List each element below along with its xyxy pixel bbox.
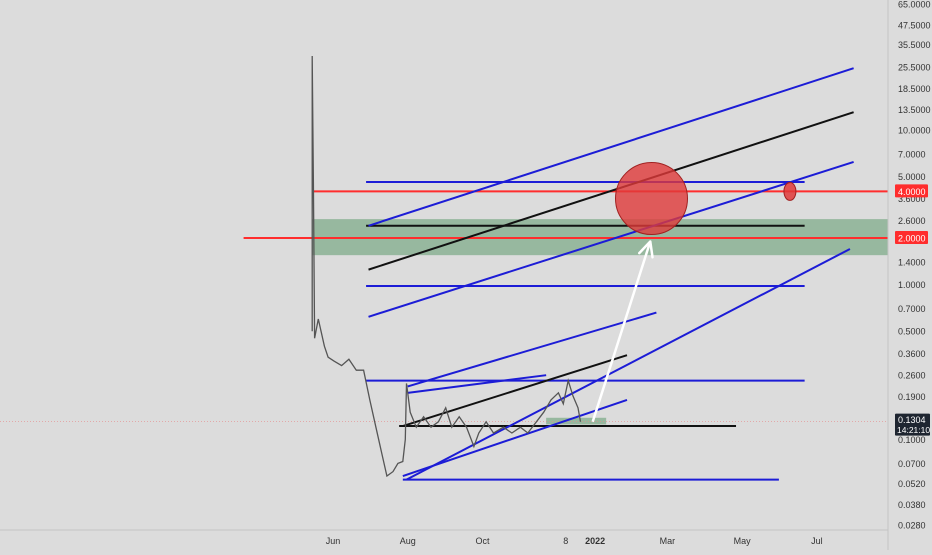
y-tick-label: 0.0280 bbox=[898, 521, 926, 531]
x-axis[interactable]: Jun Aug Oct 8 2022 Mar May Jul bbox=[0, 529, 888, 546]
y-tick-label: 7.0000 bbox=[898, 149, 926, 159]
y-tick-label: 13.5000 bbox=[898, 105, 931, 115]
blue-trendline-13[interactable] bbox=[402, 398, 628, 477]
y-tick-label: 35.5000 bbox=[898, 40, 931, 50]
black-trendline-12[interactable] bbox=[402, 354, 628, 428]
x-tick-label: Mar bbox=[660, 536, 676, 546]
x-tick-label: 8 bbox=[563, 536, 568, 546]
level-tag-bg bbox=[895, 231, 928, 245]
x-tick-label: Jun bbox=[326, 536, 341, 546]
markers-layer bbox=[615, 162, 797, 236]
blue-trendline-11[interactable] bbox=[407, 374, 547, 394]
y-tick-label: 0.2600 bbox=[898, 371, 926, 381]
current-price-label: 0.1304 bbox=[898, 415, 926, 425]
x-tick-label: Oct bbox=[475, 536, 490, 546]
y-tick-label: 0.0520 bbox=[898, 479, 926, 489]
blue-trendline-6[interactable] bbox=[368, 67, 854, 227]
y-tick-label: 0.1000 bbox=[898, 435, 926, 445]
red-small-marker bbox=[783, 181, 797, 201]
trendlines-layer bbox=[366, 67, 854, 481]
current-price-tag-bg bbox=[895, 413, 930, 436]
y-tick-label: 25.5000 bbox=[898, 62, 931, 72]
x-tick-label: Jul bbox=[811, 536, 823, 546]
blue-trendline-9[interactable] bbox=[406, 248, 851, 481]
y-tick-label: 0.3600 bbox=[898, 349, 926, 359]
y-tick-label: 0.7000 bbox=[898, 304, 926, 314]
blue-trendline-8[interactable] bbox=[368, 161, 854, 318]
price-layer bbox=[311, 55, 582, 478]
y-tick-label: 0.0700 bbox=[898, 459, 926, 469]
level-tag-bg bbox=[895, 184, 928, 198]
y-axis[interactable]: 65.0000 47.5000 35.5000 25.5000 18.5000 13.50… bbox=[887, 0, 931, 550]
x-tick-label: 2022 bbox=[585, 536, 605, 546]
y-tick-label: 3.6000 bbox=[898, 194, 926, 204]
arrow-head bbox=[638, 240, 654, 259]
y-tick-label: 0.5000 bbox=[898, 327, 926, 337]
y-tick-label: 47.5000 bbox=[898, 21, 931, 31]
arrow-layer bbox=[591, 240, 654, 423]
y-tick-label: 5.0000 bbox=[898, 172, 926, 182]
level-tag-label: 4.0000 bbox=[898, 187, 926, 197]
y-tick-label: 1.0000 bbox=[898, 280, 926, 290]
y-tick-label: 1.4000 bbox=[898, 258, 926, 268]
blue-trendline-10[interactable] bbox=[407, 311, 657, 388]
red-target-circle bbox=[615, 162, 688, 236]
x-tick-label: Aug bbox=[400, 536, 416, 546]
x-tick-label: May bbox=[734, 536, 752, 546]
price-line bbox=[311, 55, 582, 478]
arrow-shaft bbox=[591, 241, 652, 423]
y-tick-label: 10.0000 bbox=[898, 125, 931, 135]
y-tick-label: 0.0380 bbox=[898, 500, 926, 510]
y-tick-label: 0.1900 bbox=[898, 392, 926, 402]
zone-1 bbox=[546, 417, 607, 425]
countdown-label: 14:21:10 bbox=[897, 425, 930, 435]
y-tick-label: 2.6000 bbox=[898, 216, 926, 226]
level-tag-label: 2.0000 bbox=[898, 234, 926, 244]
black-trendline-7[interactable] bbox=[368, 111, 854, 271]
y-tick-label: 18.5000 bbox=[898, 84, 931, 94]
y-tick-label: 65.0000 bbox=[898, 0, 931, 10]
